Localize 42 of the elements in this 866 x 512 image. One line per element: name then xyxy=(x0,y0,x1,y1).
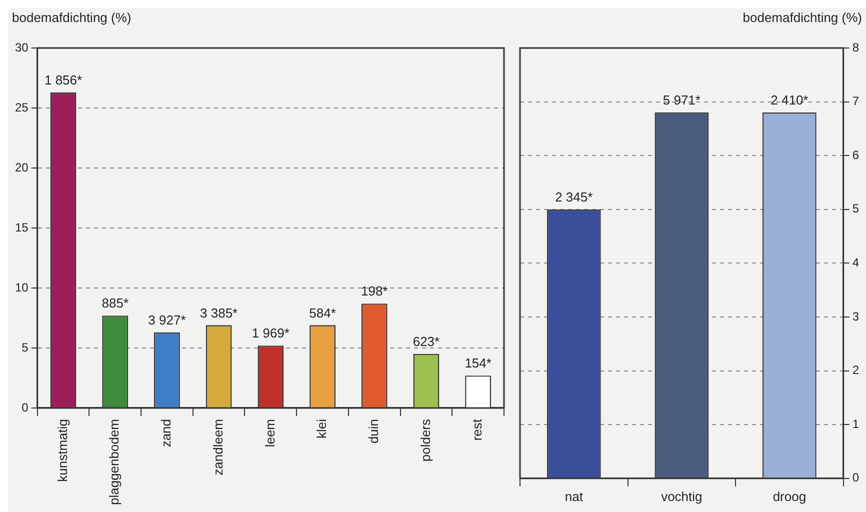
annotation: 885* xyxy=(102,296,128,311)
y-axis-title: bodemafdichting (%) xyxy=(12,10,132,26)
x-tick-label: vochtig xyxy=(661,488,702,504)
x-tick-label: zand xyxy=(158,418,174,448)
annotation: 623* xyxy=(412,334,440,350)
x-tick-label: plaggenbodem xyxy=(106,418,122,506)
y-tick-label: 0 xyxy=(22,400,29,414)
annotation: 3 927* xyxy=(148,312,186,328)
y-tick-label: 15 xyxy=(14,220,29,234)
x-tick-label: rest xyxy=(470,418,485,441)
annotation: 584* xyxy=(309,305,336,320)
y-tick-label: 0 xyxy=(852,470,860,485)
y-tick-label: 7 xyxy=(852,94,860,108)
annotation: 1 969* xyxy=(252,326,290,341)
annotation: 2 410* xyxy=(770,92,808,108)
y-tick-label: 5 xyxy=(22,340,29,354)
y-tick-label: 8 xyxy=(852,40,860,54)
annotation: 154* xyxy=(464,356,492,371)
y-tick-label: 3 xyxy=(852,309,860,324)
y-tick-label: 4 xyxy=(852,256,860,270)
y-tick-label: 30 xyxy=(14,40,29,54)
x-tick-label: leem xyxy=(262,418,278,448)
annotation: 1 856* xyxy=(44,72,82,88)
y-tick-label: 5 xyxy=(852,202,860,216)
x-tick-label: duin xyxy=(366,418,381,444)
y-tick-label: 1 xyxy=(852,416,860,431)
annotation: 198* xyxy=(361,284,388,299)
x-tick-label: polders xyxy=(418,418,433,462)
y-tick-label: 6 xyxy=(852,148,860,162)
x-tick-label: nat xyxy=(564,488,584,504)
y-tick-label: 2 xyxy=(852,363,860,378)
y-axis-title: bodemafdichting (%) xyxy=(742,10,862,26)
y-tick-label: 20 xyxy=(14,160,29,174)
x-tick-label: kunstmatig xyxy=(54,418,70,482)
y-tick-label: 10 xyxy=(14,280,29,294)
x-tick-label: klei xyxy=(314,418,330,438)
annotation: 5 971* xyxy=(662,92,700,108)
annotation: 2 345* xyxy=(555,189,593,204)
y-tick-label: 25 xyxy=(14,100,29,114)
x-tick-label: droog xyxy=(772,488,806,504)
x-tick-label: zandleem xyxy=(210,418,226,476)
annotation: 3 385* xyxy=(200,305,238,320)
